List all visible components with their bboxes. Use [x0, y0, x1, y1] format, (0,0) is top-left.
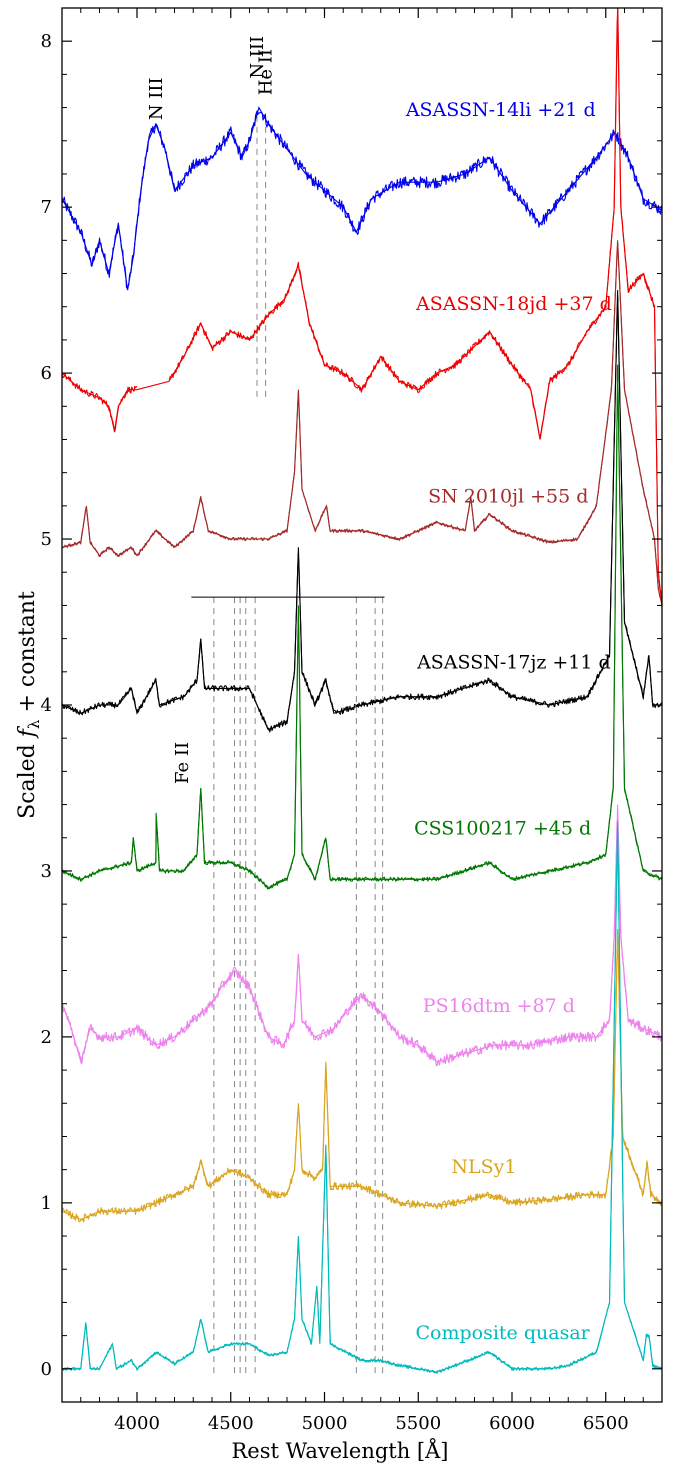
y-tick-label: 7 — [41, 197, 52, 218]
y-axis-label-subscript: λ — [25, 719, 43, 729]
series-label: SN 2010jl +55 d — [428, 486, 588, 508]
y-tick-label: 2 — [41, 1027, 52, 1048]
series-line-asassn-14li — [61, 110, 663, 289]
y-axis-label-main: Scaled — [15, 737, 40, 819]
y-tick-label: 4 — [41, 695, 52, 716]
series-peaks-sn2010jl — [61, 240, 663, 606]
y-tick-label: 3 — [41, 861, 52, 882]
x-tick-label: 4000 — [114, 1413, 160, 1434]
series-label: CSS100217 +45 d — [414, 817, 591, 839]
series-line-composite — [61, 833, 663, 1375]
y-tick-label: 8 — [41, 31, 52, 52]
series-peaks-asassn-17jz — [61, 290, 662, 731]
y-axis-label-tail: + constant — [15, 591, 40, 720]
series-peaks-nlsy1 — [61, 928, 663, 1221]
x-axis-label: Rest Wavelength [Å] — [231, 1438, 448, 1463]
series-peaks-composite — [62, 821, 663, 1373]
y-tick-label: 0 — [41, 1359, 52, 1380]
series-line-ps16dtm — [61, 816, 663, 1067]
series-label: ASASSN-14li +21 d — [405, 99, 596, 121]
line-annotation: He II — [256, 49, 277, 95]
series-labels: ASASSN-14li +21 d ASASSN-18jd +37 d SN 201… — [405, 99, 612, 1344]
y-tick-label: 6 — [41, 363, 52, 384]
x-tick-label: 5500 — [395, 1413, 441, 1434]
y-axis-label: Scaled fλ + constant — [15, 591, 43, 819]
series-peaks-asassn-14li — [61, 106, 663, 291]
series-label: ASASSN-18jd +37 d — [415, 293, 612, 315]
series-label: ASASSN-17jz +11 d — [416, 651, 611, 673]
series-line-css100217 — [61, 376, 663, 890]
guide-lines — [191, 115, 385, 1378]
x-tick-label: 6000 — [489, 1413, 535, 1434]
series-line-nlsy1 — [61, 938, 663, 1223]
line-annotation: N III — [146, 77, 167, 120]
line-annotation: Fe II — [172, 742, 193, 784]
x-tick-label: 5000 — [302, 1413, 348, 1434]
x-tick-label: 6500 — [583, 1413, 629, 1434]
line-annotation: N III — [247, 36, 268, 79]
series-peaks-css100217 — [61, 364, 663, 889]
series-peaks-asassn-18jd — [61, 7, 663, 606]
series-layer — [61, 7, 663, 1375]
series-label: PS16dtm +87 d — [423, 995, 575, 1017]
series-label: NLSy1 — [451, 1156, 516, 1178]
series-label: Composite quasar — [416, 1322, 591, 1344]
y-tick-label: 5 — [41, 529, 52, 550]
series-peaks-ps16dtm — [61, 804, 663, 1064]
axes: 4000 4500 5000 5500 6000 6500 0 1 2 3 4 5 6 7 8 — [41, 7, 663, 1434]
y-tick-label: 1 — [41, 1193, 52, 1214]
x-tick-label: 4500 — [208, 1413, 254, 1434]
